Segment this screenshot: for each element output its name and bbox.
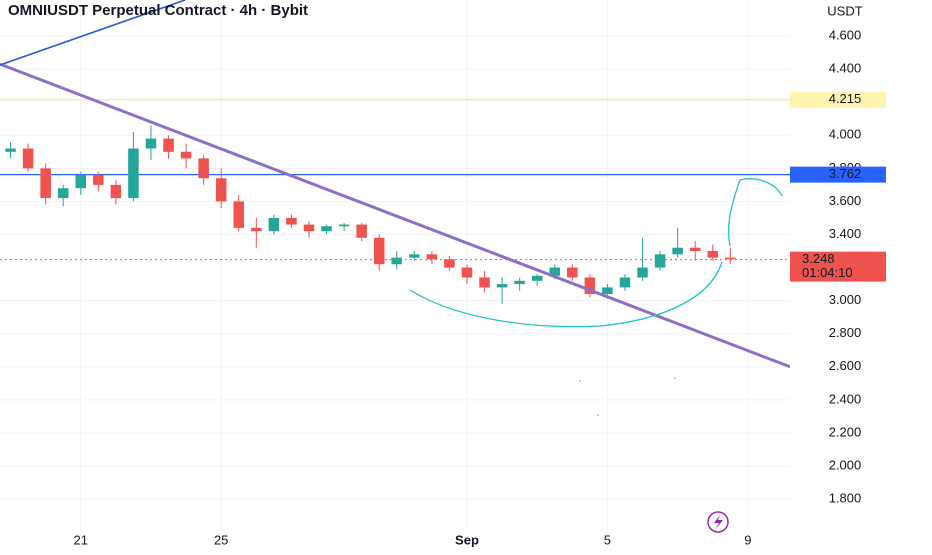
candle-body — [22, 148, 34, 169]
trend-line — [0, 62, 791, 369]
y-tick-label: 2.200 — [829, 424, 862, 439]
x-tick-label: 25 — [214, 532, 228, 547]
candle-body — [689, 247, 701, 252]
candle-body — [584, 277, 596, 295]
candle-body — [356, 224, 367, 238]
y-tick-label: 2.600 — [829, 358, 862, 373]
y-tick-label: 1.800 — [829, 491, 862, 506]
candle-body — [531, 275, 543, 281]
price-box — [790, 166, 886, 183]
drawing-dot — [597, 414, 599, 416]
candle-body — [461, 267, 473, 278]
price-box — [790, 91, 886, 108]
candle-body — [180, 151, 192, 159]
candle-body — [444, 259, 455, 268]
x-tick-label: Sep — [455, 532, 479, 547]
y-tick-label: 4.600 — [829, 27, 862, 42]
axes: 4.6004.4004.0003.8003.6003.4003.0002.800… — [74, 27, 886, 547]
candle-body — [93, 174, 104, 185]
x-tick-label: 5 — [604, 532, 611, 547]
last-price-box — [790, 251, 886, 282]
candle-body — [286, 217, 297, 225]
time-axis — [0, 530, 790, 550]
drawing — [409, 261, 723, 328]
candle-body — [391, 257, 403, 265]
y-tick-label: 3.400 — [829, 226, 862, 241]
candle-body — [338, 224, 350, 227]
candle-body — [40, 168, 51, 199]
chart-title: OMNIUSDT Perpetual Contract · 4h · Bybit — [8, 2, 308, 19]
y-tick-label: 3.600 — [829, 193, 862, 208]
indicator-icon[interactable] — [707, 511, 729, 533]
candle-body — [725, 257, 736, 260]
drawing-dot — [579, 380, 581, 382]
candle-body — [496, 284, 508, 288]
drawing-dot — [674, 377, 676, 379]
last-price-label: 3.248 — [802, 251, 835, 266]
candle-body — [163, 138, 174, 152]
candle-body — [303, 224, 315, 232]
candle-body — [75, 174, 87, 189]
y-tick-label: 3.000 — [829, 292, 862, 307]
candle-body — [707, 251, 719, 258]
candle-body — [5, 148, 16, 152]
candle-body — [654, 254, 666, 268]
candle-body — [268, 217, 280, 232]
y-tick-label: 2.400 — [829, 391, 862, 406]
candle-body — [426, 254, 438, 260]
price-label: 3.762 — [829, 166, 862, 181]
candle-body — [479, 277, 490, 288]
candle-body — [567, 267, 578, 278]
x-tick-label: 9 — [744, 532, 751, 547]
candle-body — [110, 184, 122, 199]
candle-body — [549, 267, 561, 276]
candle-body — [198, 158, 209, 179]
y-tick-label: 2.000 — [829, 457, 862, 472]
y-tick-label: 4.400 — [829, 61, 862, 76]
candle-body — [672, 247, 683, 255]
candle-body — [619, 277, 631, 288]
candle-body — [251, 227, 262, 232]
candle-body — [57, 188, 69, 199]
candle-body — [233, 201, 245, 228]
candle-body — [637, 267, 648, 278]
icon-bolt[interactable] — [714, 515, 723, 529]
candle-body — [145, 138, 157, 149]
countdown-label: 01:04:10 — [802, 265, 853, 280]
plot-area — [0, 0, 791, 530]
candle-body — [373, 237, 385, 265]
currency-label: USDT — [827, 3, 862, 18]
y-tick-label: 2.800 — [829, 325, 862, 340]
candle-body — [128, 148, 139, 199]
x-tick-label: 21 — [74, 532, 88, 547]
trend-line — [0, 0, 186, 66]
drawing — [728, 178, 783, 247]
candle-body — [215, 178, 227, 202]
y-tick-label: 4.000 — [829, 127, 862, 142]
candle-body — [514, 280, 525, 285]
price-label: 4.215 — [829, 91, 862, 106]
candle-body — [602, 287, 613, 295]
candle-body — [409, 254, 420, 258]
candle-body — [321, 226, 332, 232]
